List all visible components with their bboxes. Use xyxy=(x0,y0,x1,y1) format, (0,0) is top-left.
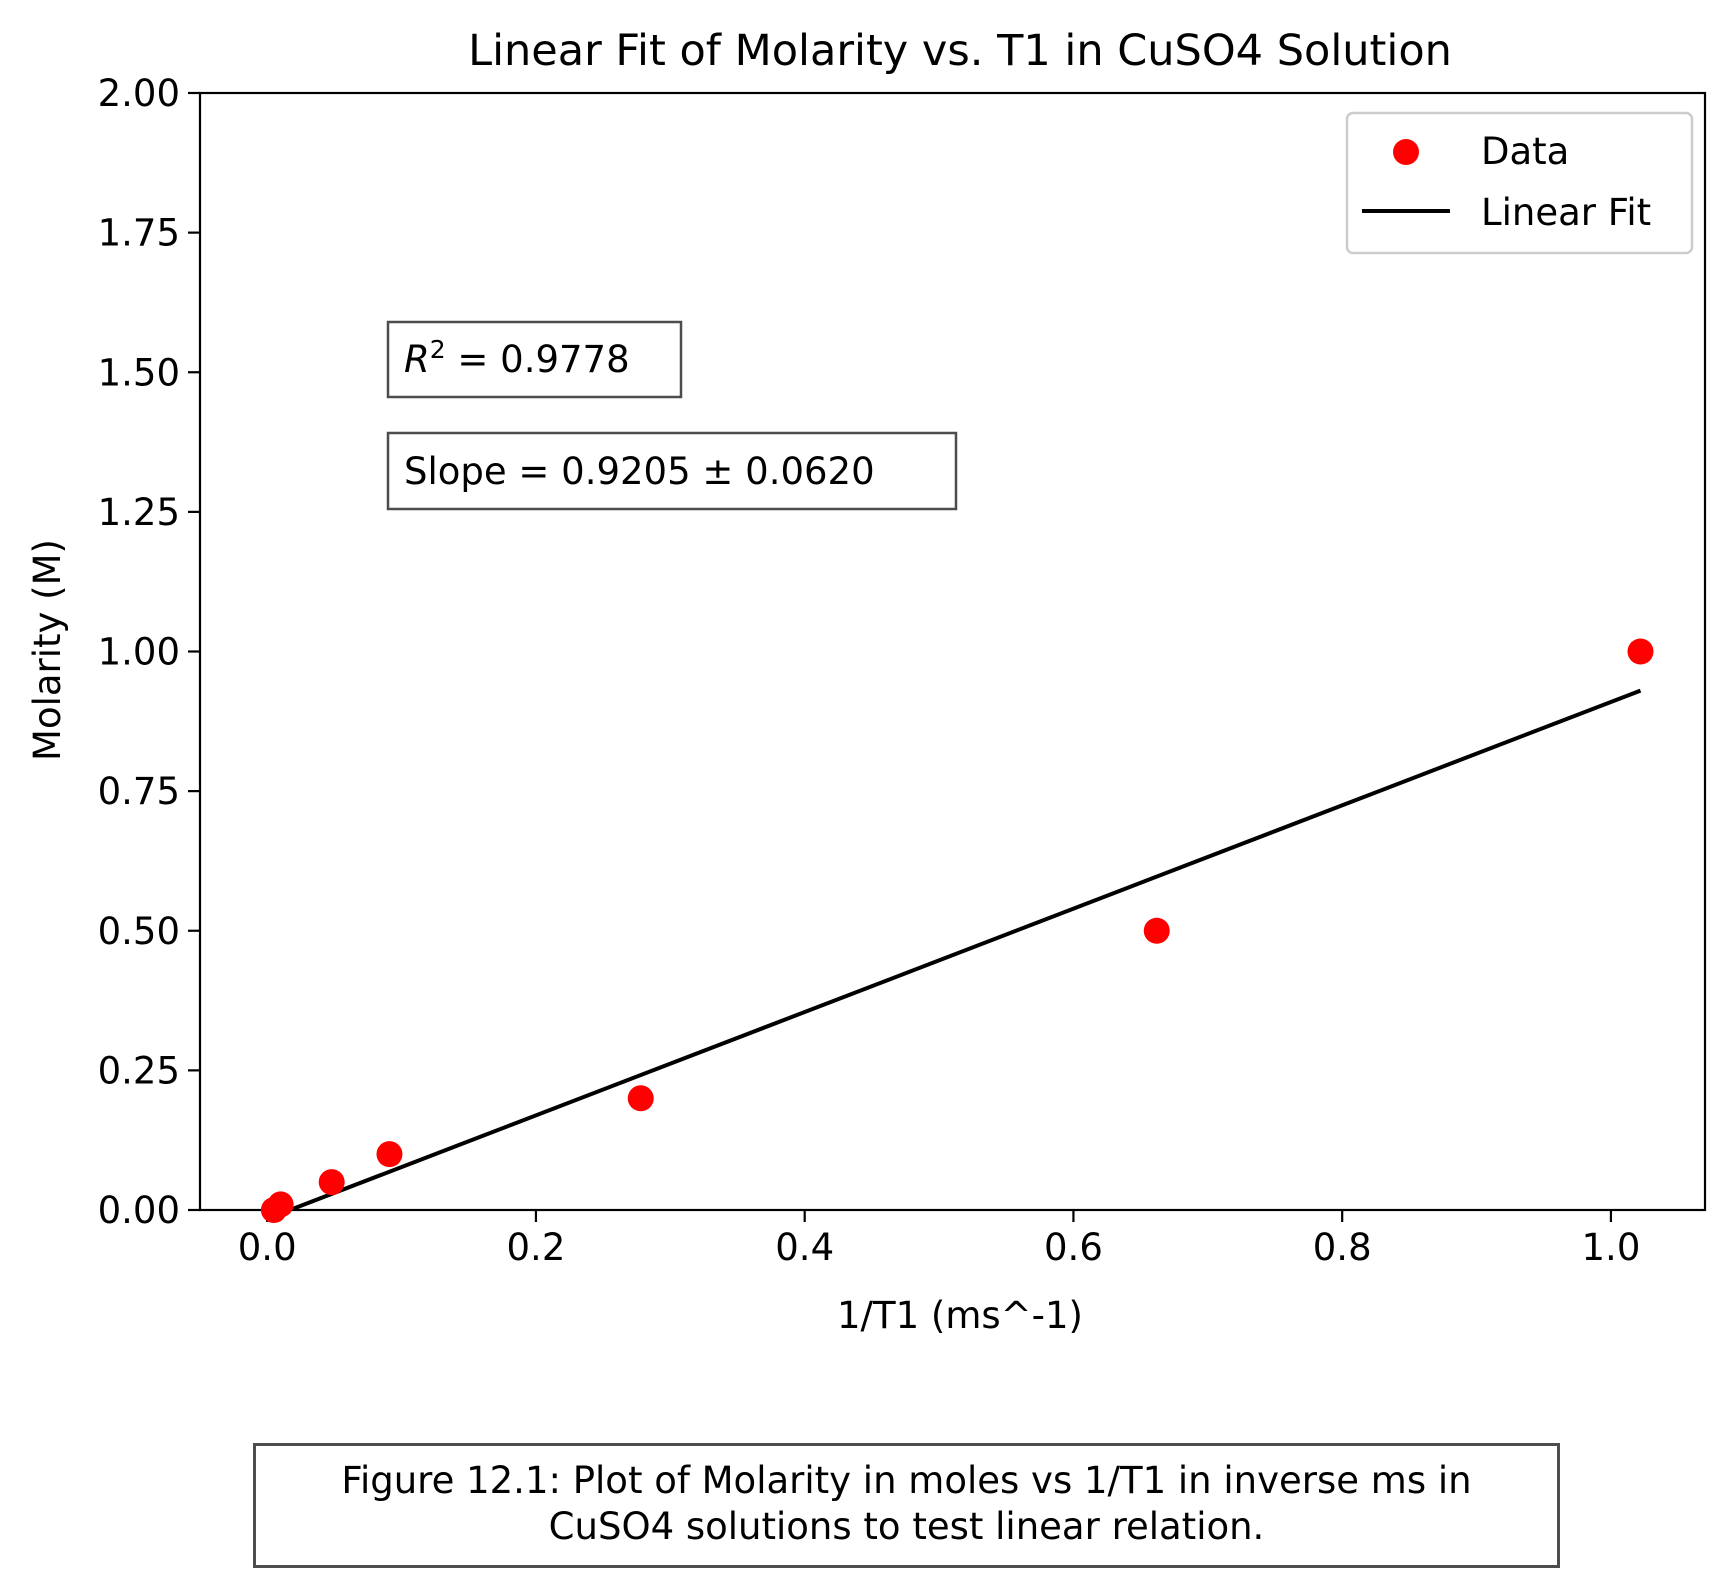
y-tick-label: 0.75 xyxy=(98,770,180,813)
legend-data-label: Data xyxy=(1481,130,1569,173)
data-point xyxy=(1143,917,1170,944)
r2-annotation: R2 = 0.9778 xyxy=(404,335,630,381)
y-tick-label: 2.00 xyxy=(98,72,180,115)
chart-title: Linear Fit of Molarity vs. T1 in CuSO4 S… xyxy=(468,26,1452,76)
plot-area-frame xyxy=(198,91,1707,1212)
y-axis-ticks: 0.00 0.25 0.50 0.75 1.00 1.25 1.50 1.75 2.00 xyxy=(98,72,200,1232)
legend-fit-label: Linear Fit xyxy=(1481,191,1651,234)
data-point xyxy=(1627,638,1654,665)
y-tick-label: 1.25 xyxy=(98,491,180,534)
r2-value: = 0.9778 xyxy=(446,338,630,381)
data-point xyxy=(318,1169,345,1196)
x-tick-label: 0.6 xyxy=(1044,1226,1103,1269)
r2-symbol: R xyxy=(404,338,430,381)
r2-annotation-box xyxy=(386,320,683,399)
x-tick-label: 0.0 xyxy=(238,1226,297,1269)
y-tick-label: 1.50 xyxy=(98,351,180,394)
y-tick-label: 1.00 xyxy=(98,631,180,674)
legend-data-marker xyxy=(1393,139,1419,165)
legend-box xyxy=(1345,111,1694,255)
x-axis-ticks: 0.0 0.2 0.4 0.6 0.8 1.0 xyxy=(238,1210,1641,1269)
r2-exponent: 2 xyxy=(430,335,446,364)
fit-line xyxy=(284,688,1642,1210)
y-tick-label: 0.25 xyxy=(98,1049,180,1092)
data-point xyxy=(376,1141,403,1168)
data-point xyxy=(267,1191,294,1218)
chart: Linear Fit of Molarity vs. T1 in CuSO4 S… xyxy=(26,26,1707,1337)
y-tick-label: 0.50 xyxy=(98,910,180,953)
y-axis-label: Molarity (M) xyxy=(26,539,69,761)
figure-caption: Figure 12.1: Plot of Molarity in moles v… xyxy=(253,1443,1560,1568)
data-point xyxy=(627,1085,654,1112)
x-tick-label: 0.2 xyxy=(507,1226,566,1269)
y-tick-label: 0.00 xyxy=(98,1189,180,1232)
fit-line-layer xyxy=(284,688,1642,1210)
legend: Data Linear Fit xyxy=(1345,111,1694,255)
x-tick-label: 0.4 xyxy=(775,1226,834,1269)
x-axis-label: 1/T1 (ms^-1) xyxy=(837,1294,1083,1337)
y-tick-label: 1.75 xyxy=(98,212,180,255)
caption-line-2: CuSO4 solutions to test linear relation. xyxy=(548,1505,1265,1548)
x-tick-label: 0.8 xyxy=(1313,1226,1372,1269)
data-points-layer xyxy=(260,638,1654,1223)
caption-line-1: Figure 12.1: Plot of Molarity in moles v… xyxy=(341,1459,1472,1502)
slope-annotation-box xyxy=(386,431,958,511)
x-tick-label: 1.0 xyxy=(1582,1226,1641,1269)
slope-annotation: Slope = 0.9205 ± 0.0620 xyxy=(404,450,875,493)
